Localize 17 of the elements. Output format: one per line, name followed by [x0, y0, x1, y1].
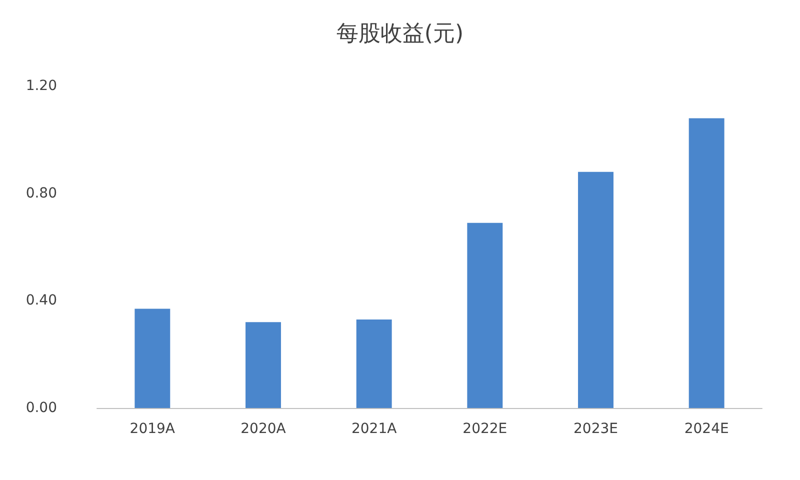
x-tick-label: 2024E — [684, 421, 729, 437]
x-tick-label: 2021A — [351, 421, 398, 437]
x-tick-label: 2019A — [130, 421, 176, 437]
bar — [467, 222, 503, 408]
bar — [578, 172, 614, 408]
x-tick-label: 2022E — [462, 421, 508, 437]
bar — [688, 118, 724, 408]
x-tick-label: 2023E — [574, 421, 618, 437]
bar — [246, 322, 281, 408]
y-tick-label: 0.40 — [26, 292, 57, 309]
y-tick-label: 0.80 — [26, 185, 57, 202]
x-tick-label: 2020A — [240, 421, 286, 437]
y-tick-label: 1.20 — [26, 78, 57, 94]
bar — [134, 308, 170, 408]
bar — [356, 319, 392, 408]
chart-title: 每股收益(元) — [336, 22, 464, 46]
y-tick-label: 0.00 — [26, 400, 57, 416]
